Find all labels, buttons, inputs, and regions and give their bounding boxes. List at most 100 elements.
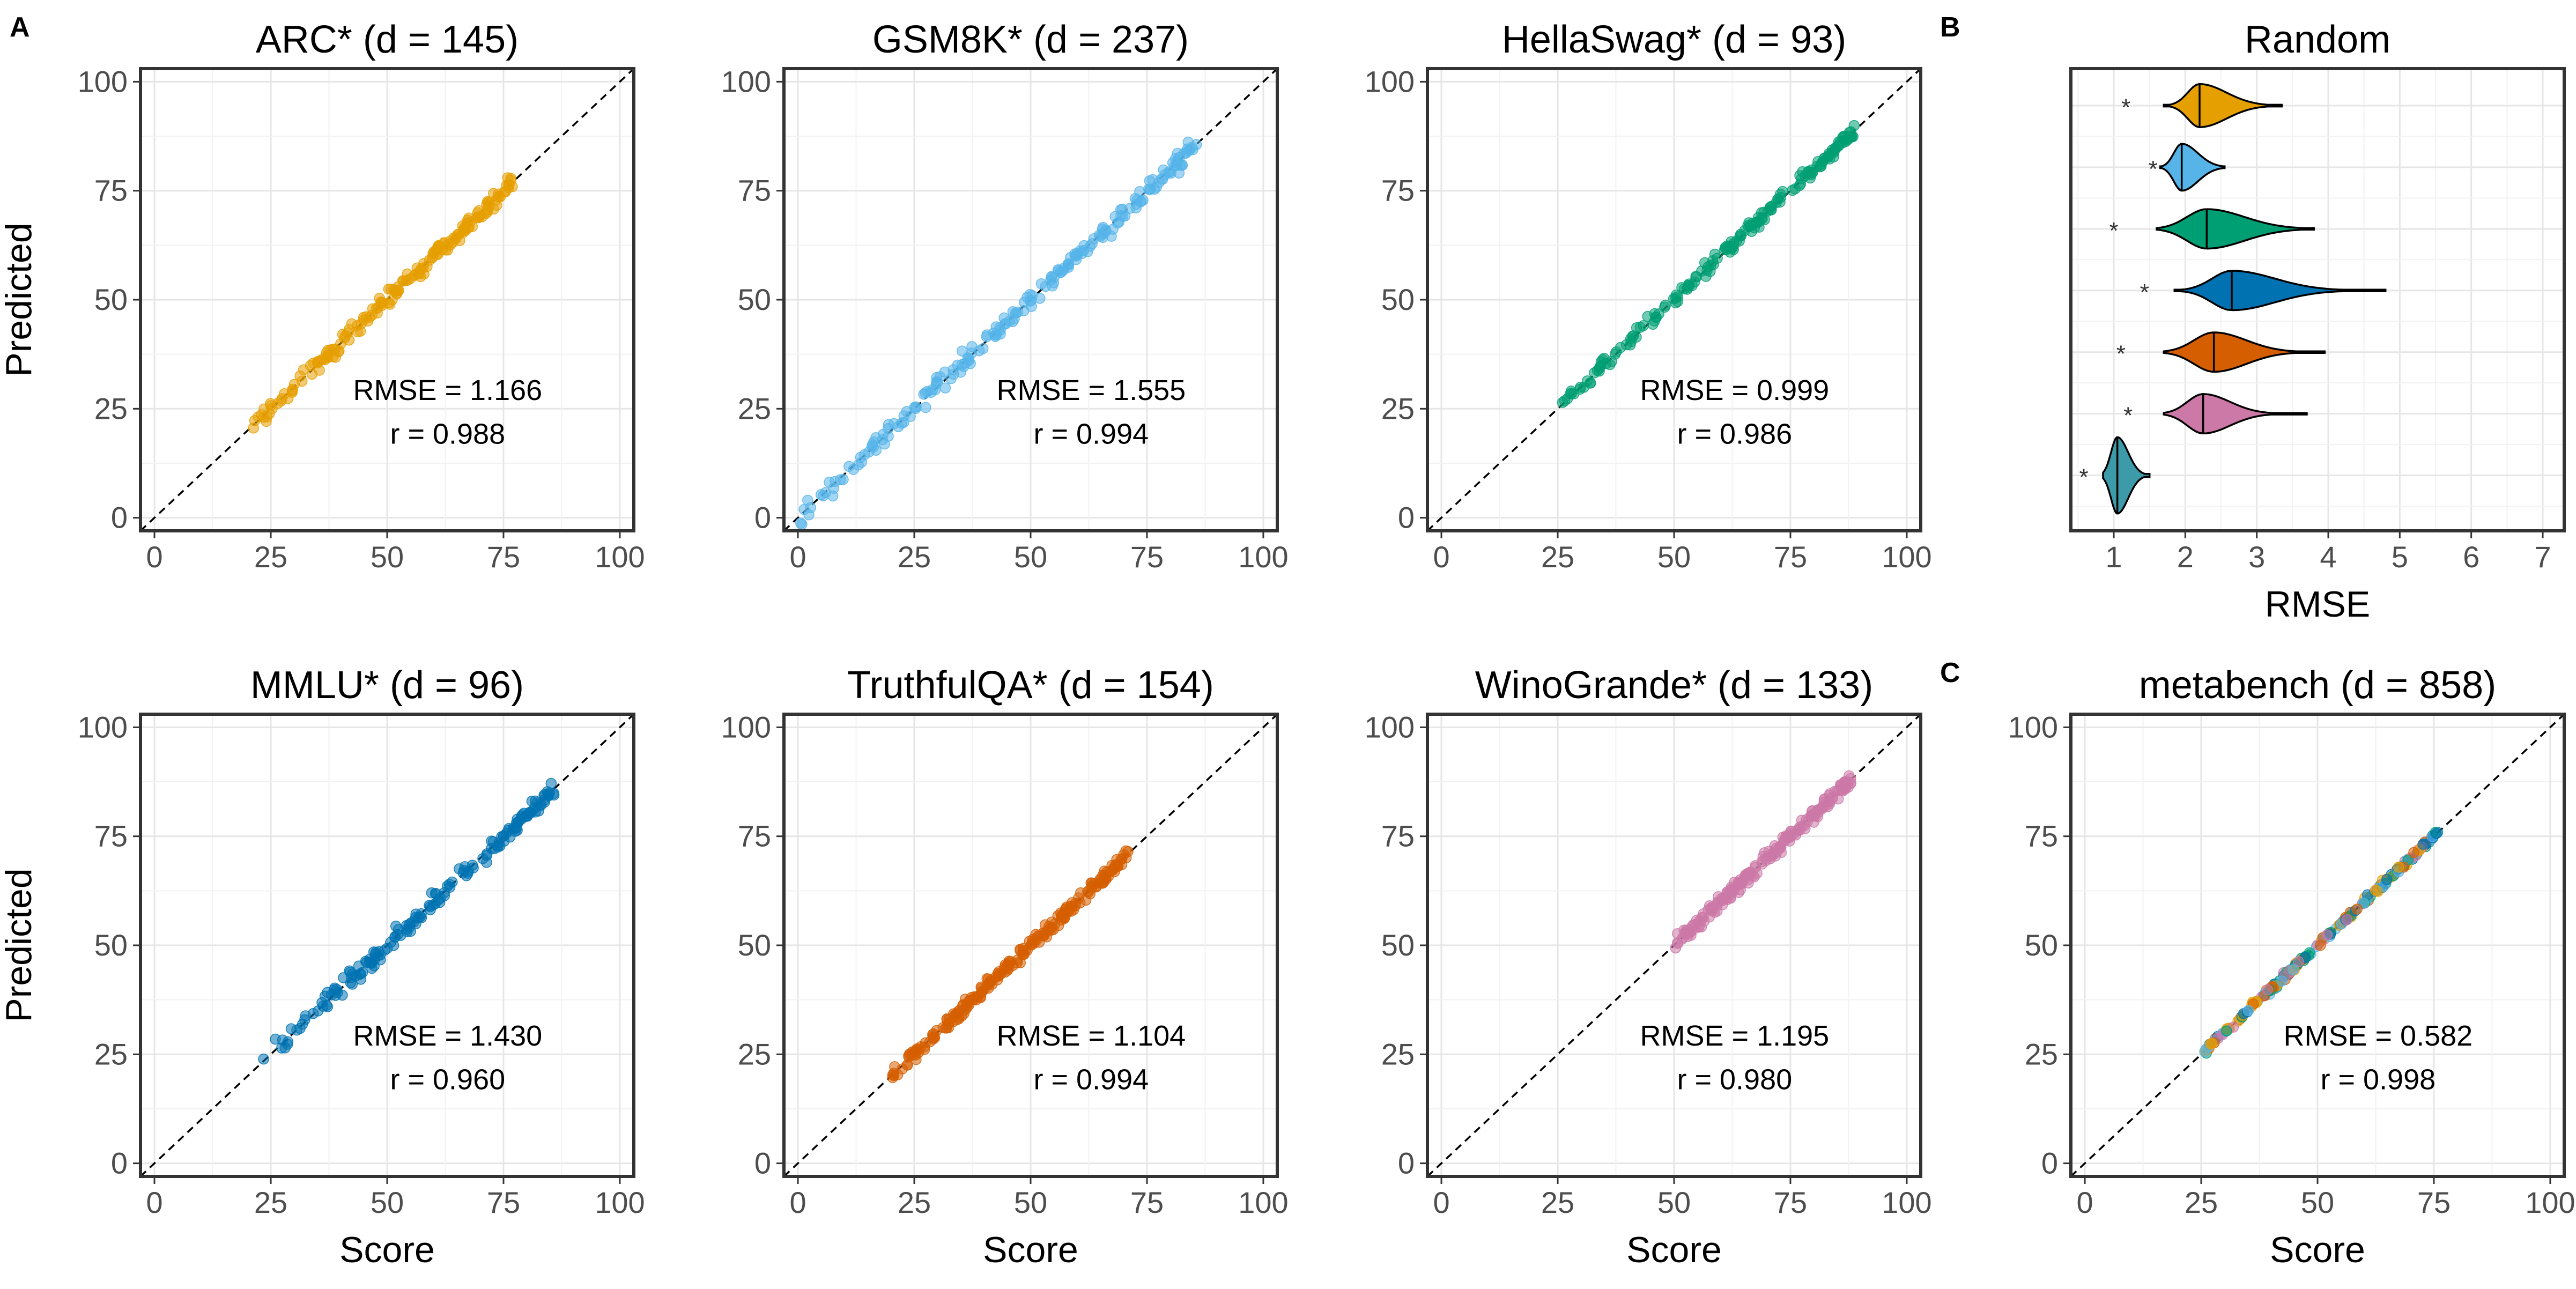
y-tick-label: 75 — [94, 174, 128, 208]
data-point — [384, 299, 396, 310]
x-axis-title: Score — [339, 1229, 435, 1270]
y-tick-label: 0 — [1398, 1146, 1415, 1180]
data-point — [365, 956, 377, 968]
data-point — [911, 401, 922, 413]
violin-5 — [2163, 331, 2326, 373]
data-point — [1796, 173, 1807, 184]
data-point — [2321, 929, 2333, 940]
data-point — [1649, 308, 1661, 320]
data-point — [2315, 939, 2326, 951]
data-point — [402, 275, 413, 286]
data-point — [1807, 805, 1818, 817]
data-point — [427, 899, 439, 910]
data-point — [285, 1023, 297, 1034]
x-axis-title: Score — [1626, 1229, 1722, 1270]
y-axis-title-row2: Predicted — [0, 868, 39, 1022]
data-point — [920, 402, 931, 413]
data-point — [2408, 847, 2419, 858]
y-tick-label: 75 — [738, 819, 771, 853]
x-tick-label: 50 — [2301, 1186, 2334, 1219]
y-tick-label: 0 — [111, 1146, 128, 1180]
data-point — [2242, 1005, 2254, 1017]
star-marker: * — [2116, 341, 2126, 367]
data-point — [1172, 147, 1183, 159]
x-tick-label: 25 — [254, 540, 287, 574]
data-point — [282, 1036, 294, 1048]
r-label: r = 0.986 — [1677, 418, 1793, 450]
panel-8: metabench (d = 858) RMSE = 0.582 r = 0.998… — [2008, 664, 2575, 1270]
data-point — [2205, 1038, 2216, 1050]
data-point — [1149, 183, 1160, 195]
x-tick-label: 0 — [789, 540, 806, 574]
data-point — [1818, 796, 1830, 808]
data-point — [1065, 252, 1076, 263]
data-point — [925, 387, 937, 398]
data-point — [1566, 388, 1577, 399]
data-point — [361, 311, 372, 322]
data-point — [1086, 238, 1098, 249]
violin-7 — [2102, 436, 2151, 515]
data-point — [321, 352, 332, 364]
data-point — [334, 345, 345, 357]
points — [258, 777, 560, 1065]
x-tick-label: 100 — [595, 1186, 645, 1219]
data-point — [2381, 874, 2393, 885]
data-point — [427, 248, 439, 260]
data-point — [948, 364, 959, 375]
data-point — [1027, 937, 1038, 948]
rmse-label: RMSE = 0.582 — [2283, 1020, 2473, 1052]
y-tick-label: 50 — [2025, 928, 2058, 962]
panel-frame — [1426, 67, 1922, 532]
data-point — [868, 441, 879, 453]
data-point — [1742, 220, 1753, 231]
data-point — [2370, 885, 2381, 896]
data-point — [2276, 975, 2288, 987]
data-point — [405, 925, 416, 937]
data-point — [1787, 184, 1798, 196]
y-tick-label: 25 — [738, 1037, 771, 1071]
data-point — [355, 968, 366, 980]
x-tick-label: 75 — [1774, 540, 1807, 574]
rmse-label: RMSE = 1.195 — [1640, 1020, 1829, 1052]
data-point — [1182, 145, 1194, 157]
points — [795, 136, 1202, 530]
r-label: r = 0.994 — [1034, 1063, 1149, 1095]
panel-title: HellaSwag* (d = 93) — [1502, 18, 1846, 61]
data-point — [883, 419, 894, 431]
data-point — [410, 918, 421, 930]
y-tick-label: 25 — [738, 391, 771, 425]
data-point — [843, 461, 855, 472]
data-point — [275, 395, 287, 407]
data-point — [1046, 271, 1057, 282]
panel-7: WinoGrande* (d = 133) RMSE = 1.195 r = 0.9… — [1365, 664, 1932, 1270]
y-tick-label: 75 — [1381, 174, 1415, 208]
panel-5: MMLU* (d = 96) RMSE = 1.430 r = 0.960 00 25 2… — [78, 664, 645, 1270]
y-axis-title-row1: Predicted — [0, 223, 39, 376]
data-point — [1740, 869, 1751, 880]
rmse-label: RMSE = 0.999 — [1640, 374, 1829, 406]
data-point — [931, 1025, 942, 1036]
y-tick-label: 75 — [94, 819, 128, 853]
panel-frame — [1426, 713, 1922, 1178]
violin-1 — [2163, 83, 2283, 128]
panel-frame — [139, 67, 635, 532]
data-point — [516, 810, 527, 822]
star-marker: * — [2109, 218, 2118, 244]
data-point — [1113, 216, 1125, 228]
x-tick-label: 100 — [595, 540, 645, 574]
star-marker: * — [2123, 403, 2133, 429]
data-point — [543, 789, 554, 801]
data-point — [905, 411, 916, 422]
y-tick-label: 25 — [94, 391, 128, 425]
data-point — [457, 220, 469, 232]
data-point — [1802, 166, 1813, 178]
y-tick-label: 0 — [111, 501, 128, 535]
x-tick-label: 50 — [371, 540, 404, 574]
data-point — [893, 421, 904, 432]
data-point — [951, 1014, 963, 1026]
r-label: r = 0.988 — [390, 418, 506, 450]
y-tick-label: 0 — [1398, 501, 1415, 535]
data-point — [1598, 353, 1610, 364]
y-tick-label: 25 — [94, 1037, 128, 1071]
y-tick-label: 0 — [2041, 1146, 2058, 1180]
